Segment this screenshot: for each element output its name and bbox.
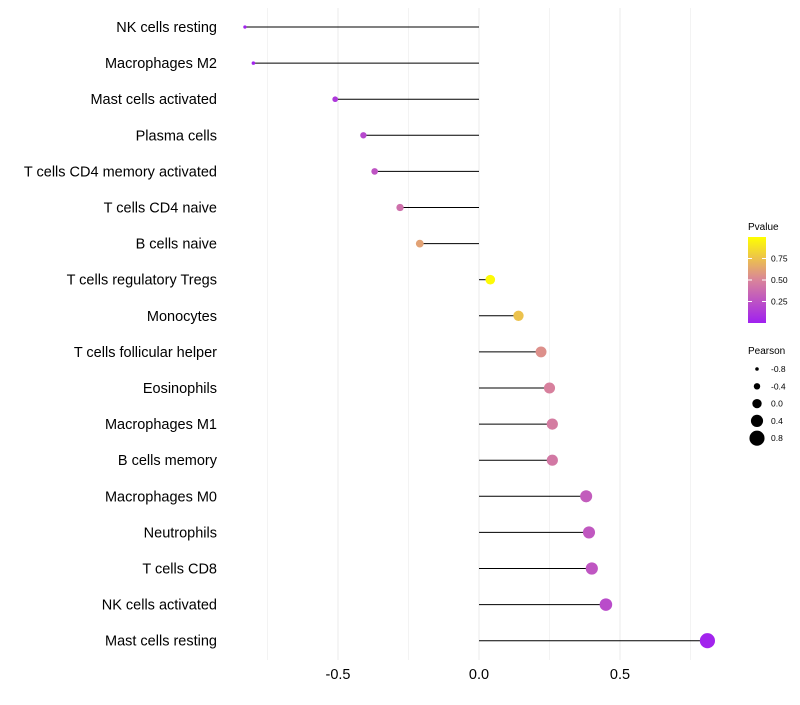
category-label: T cells CD4 memory activated	[24, 164, 217, 180]
lollipop-point	[543, 382, 556, 394]
category-label: Mast cells resting	[105, 634, 217, 650]
pvalue-legend: Pvalue 0.75 0.50 0.25	[748, 222, 788, 323]
lollipop-point	[415, 239, 424, 248]
category-label: Eosinophils	[143, 381, 217, 397]
lollipop-point	[251, 61, 256, 65]
pearson-legend-label: 0.0	[771, 399, 783, 409]
lollipop-point	[513, 310, 524, 321]
category-label: Plasma cells	[136, 128, 217, 144]
category-label: NK cells resting	[116, 20, 217, 36]
lollipop-point	[371, 168, 378, 175]
grid-layer	[267, 8, 691, 660]
lollipop-point	[243, 25, 247, 29]
pearson-legend: Pearson -0.8 -0.4 0.0 0.4 0.8	[748, 346, 786, 446]
category-label: T cells regulatory Tregs	[67, 273, 217, 289]
pearson-legend-dot	[752, 398, 762, 409]
x-tick-label: -0.5	[326, 667, 351, 683]
category-label: NK cells activated	[102, 598, 217, 614]
pearson-legend-dot	[755, 367, 759, 371]
lollipop-point	[396, 203, 404, 212]
pearson-legend-label: 0.8	[771, 433, 783, 443]
lollipop-point	[485, 274, 496, 285]
x-axis-ticks: -0.5 0.0 0.5	[326, 667, 631, 683]
pvalue-legend-label: 0.75	[771, 254, 788, 264]
category-label: B cells naive	[136, 237, 217, 253]
lollipop-point	[332, 96, 339, 103]
category-label: Monocytes	[147, 309, 217, 325]
pvalue-legend-label: 0.50	[771, 275, 788, 285]
category-label: T cells follicular helper	[74, 345, 217, 361]
pearson-legend-label: -0.4	[771, 381, 786, 391]
pearson-legend-label: 0.4	[771, 416, 783, 426]
category-label: Macrophages M2	[105, 56, 217, 72]
pearson-legend-dot	[749, 430, 765, 446]
lollipop-point	[535, 346, 547, 358]
lollipop-point	[699, 633, 715, 649]
lollipop-point	[546, 454, 558, 466]
point-layer	[243, 25, 715, 649]
lollipop-point	[585, 562, 598, 575]
pvalue-legend-title: Pvalue	[748, 222, 779, 233]
pearson-legend-title: Pearson	[748, 346, 785, 357]
lollipop-point	[582, 526, 596, 539]
category-label: B cells memory	[118, 453, 218, 469]
x-tick-label: 0.5	[610, 667, 630, 683]
stem-layer	[244, 26, 708, 642]
lollipop-point	[599, 598, 613, 611]
lollipop-point	[580, 490, 593, 503]
category-label: T cells CD4 naive	[104, 201, 217, 217]
pearson-legend-dot	[750, 414, 764, 427]
category-label: Mast cells activated	[90, 92, 217, 108]
lollipop-point	[360, 132, 367, 139]
category-label: Macrophages M1	[105, 417, 217, 433]
category-label: Macrophages M0	[105, 489, 217, 505]
y-axis-labels: NK cells resting Macrophages M2 Mast cells…	[24, 20, 218, 650]
pvalue-colorbar	[748, 237, 766, 323]
lollipop-point	[546, 418, 558, 430]
pvalue-legend-label: 0.25	[771, 297, 788, 307]
category-label: Neutrophils	[144, 525, 217, 541]
x-tick-label: 0.0	[469, 667, 489, 683]
category-label: T cells CD8	[142, 562, 217, 578]
pearson-legend-label: -0.8	[771, 364, 786, 374]
pearson-legend-dot	[753, 383, 761, 390]
